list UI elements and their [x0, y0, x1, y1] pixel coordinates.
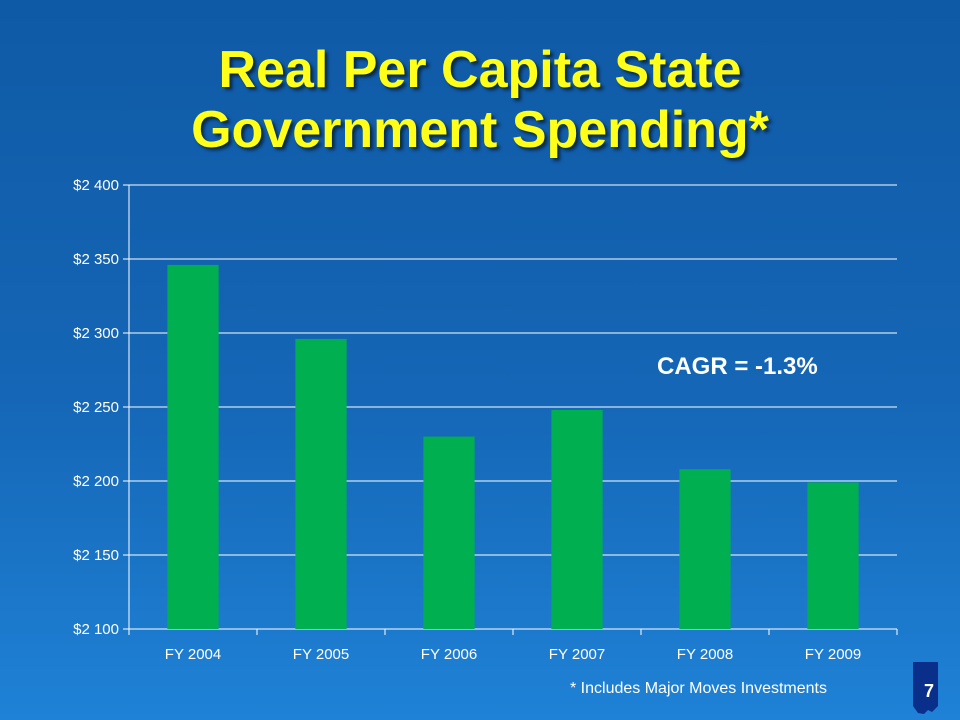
x-tick-label: FY 2005 — [293, 646, 349, 663]
bar-fy-2005 — [295, 338, 347, 629]
slide-number: 7 — [924, 681, 935, 701]
y-tick-label: $2 150 — [73, 547, 119, 564]
y-tick-label: $2 400 — [73, 177, 119, 194]
y-tick-label: $2 250 — [73, 399, 119, 416]
x-tick-label: FY 2007 — [549, 646, 605, 663]
footnote: * Includes Major Moves Investments — [570, 680, 827, 697]
cagr-annotation: CAGR = -1.3% — [657, 353, 818, 380]
bar-fy-2008 — [679, 469, 731, 629]
chart-title-line-2: Government Spending* — [191, 101, 769, 159]
x-tick-label: FY 2009 — [805, 646, 861, 663]
y-tick-label: $2 200 — [73, 473, 119, 490]
x-tick-label: FY 2006 — [421, 646, 477, 663]
chart-title-line-1: Real Per Capita State — [218, 41, 742, 99]
x-tick-label: FY 2008 — [677, 646, 733, 663]
x-tick-label: FY 2004 — [165, 646, 221, 663]
bar-fy-2009 — [807, 482, 859, 629]
y-tick-label: $2 100 — [73, 621, 119, 638]
bar-fy-2004 — [167, 264, 219, 629]
bar-fy-2006 — [423, 436, 475, 629]
chart-title: Real Per Capita State Government Spendin… — [0, 40, 960, 160]
y-tick-label: $2 350 — [73, 251, 119, 268]
y-tick-label: $2 300 — [73, 325, 119, 342]
bar-fy-2007 — [551, 409, 603, 629]
